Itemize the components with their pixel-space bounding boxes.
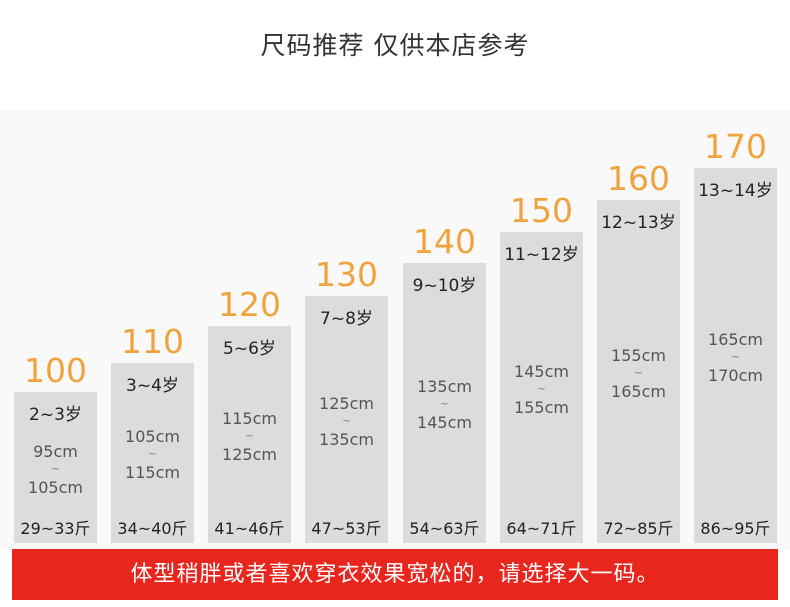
size-label: 130 — [315, 255, 378, 294]
age-range: 12~13岁 — [601, 213, 676, 233]
weight-range: 41~46斤 — [214, 519, 285, 538]
weight-range: 34~40斤 — [117, 519, 188, 538]
height-range-separator: ~ — [51, 463, 60, 475]
height-range-separator: ~ — [342, 415, 351, 427]
height-from: 95cm — [33, 441, 78, 461]
size-label: 170 — [704, 127, 767, 166]
height-range-separator: ~ — [634, 367, 643, 379]
size-label: 150 — [510, 191, 573, 230]
size-column: 100 2~3岁 95cm ~105cm 29~33斤 — [14, 0, 97, 607]
height-to: 155cm — [514, 397, 569, 417]
weight-range: 72~85斤 — [603, 519, 674, 538]
age-range: 3~4岁 — [126, 376, 179, 396]
weight-range: 64~71斤 — [506, 519, 577, 538]
size-bar: 12~13岁 155cm ~165cm 72~85斤 — [597, 200, 680, 543]
age-range: 9~10岁 — [412, 276, 477, 296]
height-range-separator: ~ — [537, 383, 546, 395]
size-column: 140 9~10岁 135cm ~145cm 54~63斤 — [403, 0, 486, 607]
age-range: 11~12岁 — [504, 245, 579, 265]
size-label: 110 — [121, 322, 184, 361]
height-from: 135cm — [417, 377, 472, 396]
page-title: 尺码推荐 仅供本店参考 — [260, 31, 530, 60]
size-column: 110 3~4岁 105cm ~115cm 34~40斤 — [111, 0, 194, 607]
size-bar: 11~12岁 145cm ~155cm 64~71斤 — [500, 232, 583, 543]
height-to: 125cm — [222, 444, 277, 464]
size-bar: 13~14岁 165cm ~170cm 86~95斤 — [694, 168, 777, 543]
size-label: 120 — [218, 285, 281, 324]
size-bar: 7~8岁 125cm ~135cm 47~53斤 — [305, 296, 388, 543]
height-to: 170cm — [708, 365, 763, 385]
size-bar: 9~10岁 135cm ~145cm 54~63斤 — [403, 263, 486, 543]
size-bar: 3~4岁 105cm ~115cm 34~40斤 — [111, 363, 194, 543]
weight-range: 54~63斤 — [409, 519, 480, 538]
age-range: 2~3岁 — [29, 405, 82, 425]
height-range-separator: ~ — [731, 351, 740, 363]
height-range-separator: ~ — [148, 449, 157, 460]
height-from: 115cm — [222, 408, 277, 428]
height-from: 165cm — [708, 329, 763, 349]
height-range-separator: ~ — [245, 430, 254, 442]
size-column: 150 11~12岁 145cm ~155cm 64~71斤 — [500, 0, 583, 607]
height-from: 145cm — [514, 361, 569, 381]
weight-range: 86~95斤 — [700, 519, 771, 538]
size-column: 130 7~8岁 125cm ~135cm 47~53斤 — [305, 0, 388, 607]
height-from: 155cm — [611, 345, 666, 365]
size-label: 100 — [24, 351, 87, 390]
size-advice-banner: 体型稍胖或者喜欢穿衣效果宽松的，请选择大一码。 — [12, 549, 778, 600]
height-to: 145cm — [417, 413, 472, 432]
age-range: 13~14岁 — [698, 181, 773, 201]
weight-range: 47~53斤 — [311, 519, 382, 538]
height-to: 115cm — [125, 463, 180, 482]
size-bar: 2~3岁 95cm ~105cm 29~33斤 — [14, 392, 97, 543]
height-to: 165cm — [611, 381, 666, 401]
age-range: 7~8岁 — [320, 309, 373, 329]
height-from: 125cm — [319, 393, 374, 413]
size-label: 160 — [607, 159, 670, 198]
size-column: 160 12~13岁 155cm ~165cm 72~85斤 — [597, 0, 680, 607]
weight-range: 29~33斤 — [20, 519, 91, 538]
age-range: 5~6岁 — [223, 339, 276, 359]
height-to: 135cm — [319, 429, 374, 449]
height-to: 105cm — [28, 477, 83, 497]
size-column: 170 13~14岁 165cm ~170cm 86~95斤 — [694, 0, 777, 607]
size-label: 140 — [413, 222, 476, 261]
size-bar: 5~6岁 115cm ~125cm 41~46斤 — [208, 326, 291, 543]
size-column: 120 5~6岁 115cm ~125cm 41~46斤 — [208, 0, 291, 607]
height-from: 105cm — [125, 427, 180, 446]
height-range-separator: ~ — [440, 399, 449, 410]
